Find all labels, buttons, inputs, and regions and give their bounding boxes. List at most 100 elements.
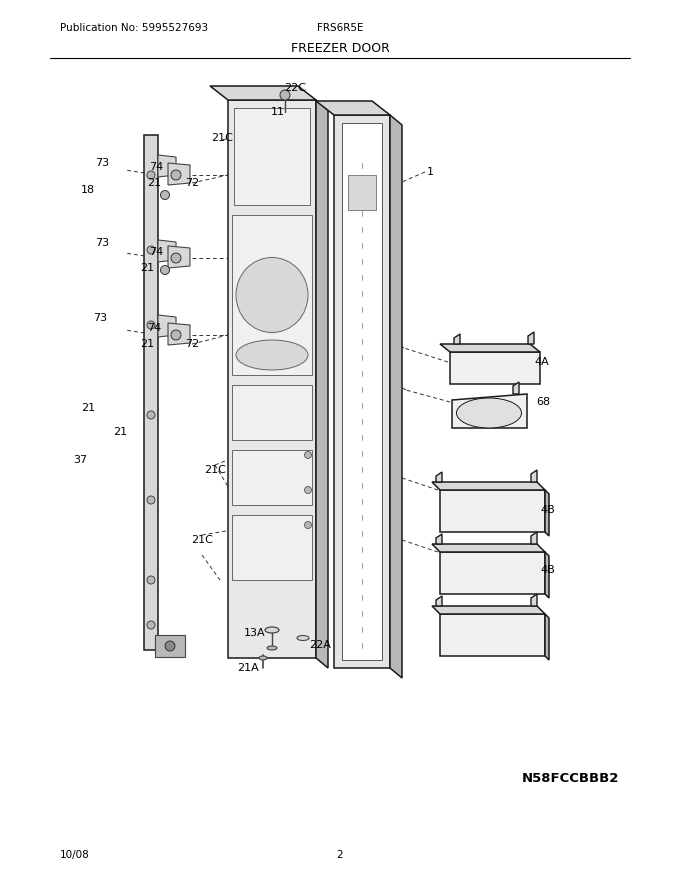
Text: 10/08: 10/08 (60, 850, 90, 860)
Text: 21: 21 (140, 263, 154, 273)
Polygon shape (210, 86, 316, 100)
Text: 74: 74 (149, 247, 163, 257)
Text: 18: 18 (81, 185, 95, 195)
Polygon shape (528, 332, 534, 344)
Polygon shape (232, 215, 312, 375)
Ellipse shape (267, 646, 277, 650)
Text: 4A: 4A (534, 357, 549, 367)
Ellipse shape (297, 635, 309, 641)
Polygon shape (342, 123, 382, 660)
Polygon shape (158, 315, 176, 337)
Polygon shape (545, 490, 549, 536)
Text: 21: 21 (147, 178, 161, 188)
Text: 74: 74 (147, 323, 161, 333)
Ellipse shape (259, 656, 267, 660)
Polygon shape (513, 382, 519, 394)
Polygon shape (440, 344, 540, 352)
Polygon shape (348, 175, 376, 210)
Text: 73: 73 (93, 313, 107, 323)
Polygon shape (531, 594, 537, 606)
Ellipse shape (265, 627, 279, 633)
Polygon shape (158, 240, 176, 262)
Text: 68: 68 (536, 397, 550, 407)
Text: 21: 21 (140, 339, 154, 349)
Text: 73: 73 (95, 158, 109, 168)
Polygon shape (436, 596, 442, 606)
Text: 21: 21 (113, 427, 127, 437)
Polygon shape (334, 115, 390, 668)
Polygon shape (168, 323, 190, 345)
Polygon shape (452, 394, 527, 428)
Circle shape (147, 496, 155, 504)
Polygon shape (158, 155, 176, 177)
Polygon shape (168, 246, 190, 268)
Ellipse shape (236, 258, 308, 333)
Text: 4B: 4B (541, 505, 556, 515)
Text: 73: 73 (95, 238, 109, 248)
Circle shape (147, 171, 155, 179)
Polygon shape (144, 135, 158, 650)
Text: 11: 11 (271, 107, 285, 117)
Polygon shape (436, 472, 442, 482)
Text: 21A: 21A (237, 663, 259, 673)
Circle shape (171, 253, 181, 263)
Text: 2: 2 (337, 850, 343, 860)
Circle shape (280, 90, 290, 100)
Circle shape (305, 487, 311, 494)
Text: 4B: 4B (541, 565, 556, 575)
Polygon shape (432, 482, 545, 490)
Polygon shape (232, 450, 312, 505)
Polygon shape (450, 352, 540, 384)
Text: 74: 74 (149, 162, 163, 172)
Text: FREEZER DOOR: FREEZER DOOR (290, 41, 390, 55)
Polygon shape (232, 515, 312, 580)
Polygon shape (390, 115, 402, 678)
Polygon shape (531, 470, 537, 482)
Text: 72: 72 (185, 178, 199, 188)
Polygon shape (440, 614, 545, 656)
Polygon shape (440, 490, 545, 532)
Polygon shape (432, 544, 545, 552)
Circle shape (147, 411, 155, 419)
Polygon shape (436, 534, 442, 544)
Polygon shape (232, 385, 312, 440)
Circle shape (160, 266, 169, 275)
Text: Publication No: 5995527693: Publication No: 5995527693 (60, 23, 208, 33)
Polygon shape (155, 635, 185, 657)
Text: 21C: 21C (191, 535, 213, 545)
Polygon shape (316, 101, 390, 115)
Polygon shape (545, 552, 549, 598)
Text: 13A: 13A (244, 628, 266, 638)
Polygon shape (234, 108, 310, 205)
Circle shape (160, 190, 169, 200)
Polygon shape (440, 552, 545, 594)
Text: 21C: 21C (204, 465, 226, 475)
Polygon shape (228, 100, 316, 658)
Text: 22C: 22C (284, 83, 306, 93)
Text: 21: 21 (81, 403, 95, 413)
Circle shape (305, 451, 311, 458)
Text: 21C: 21C (211, 133, 233, 143)
Circle shape (147, 246, 155, 254)
Polygon shape (168, 163, 190, 185)
Polygon shape (531, 532, 537, 544)
Circle shape (305, 522, 311, 529)
Text: 37: 37 (73, 455, 87, 465)
Text: 1: 1 (426, 167, 434, 177)
Text: 22A: 22A (309, 640, 331, 650)
Polygon shape (432, 606, 545, 614)
Ellipse shape (456, 398, 522, 428)
Circle shape (165, 641, 175, 651)
Circle shape (171, 330, 181, 340)
Polygon shape (316, 100, 328, 668)
Text: FRS6R5E: FRS6R5E (317, 23, 363, 33)
Polygon shape (454, 334, 460, 344)
Text: 72: 72 (185, 339, 199, 349)
Circle shape (147, 321, 155, 329)
Circle shape (147, 621, 155, 629)
Circle shape (171, 170, 181, 180)
Polygon shape (545, 614, 549, 660)
Ellipse shape (236, 340, 308, 370)
Text: N58FCCBBB2: N58FCCBBB2 (522, 772, 619, 784)
Circle shape (147, 576, 155, 584)
